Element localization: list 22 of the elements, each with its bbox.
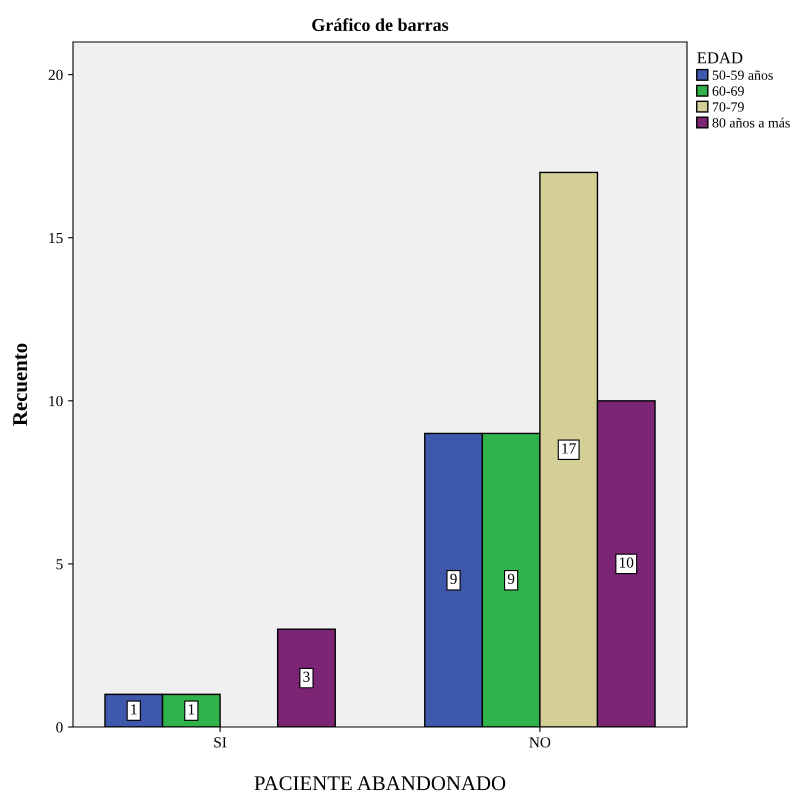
data-label: 17 bbox=[562, 443, 576, 454]
data-label: 9 bbox=[450, 574, 457, 584]
legend-title: EDAD bbox=[697, 52, 742, 64]
y-tick-label: 0 bbox=[56, 722, 63, 732]
x-axis-title: PACIENTE ABANDONADO bbox=[254, 776, 506, 790]
y-tick-label: 15 bbox=[49, 232, 63, 244]
y-axis-title: Recuento bbox=[13, 344, 28, 426]
data-label: 9 bbox=[508, 574, 514, 584]
legend-label: 60-69 bbox=[712, 86, 744, 96]
y-tick-label: 5 bbox=[56, 559, 63, 570]
data-label: 10 bbox=[620, 557, 634, 568]
legend-label: 50-59 años bbox=[712, 70, 773, 80]
x-tick-label: SI bbox=[214, 737, 226, 748]
data-label: 1 bbox=[131, 704, 137, 714]
legend-label: 80 años a más bbox=[712, 118, 790, 128]
data-label: 1 bbox=[188, 704, 194, 714]
x-tick-label: NO bbox=[529, 737, 550, 748]
data-label: 3 bbox=[303, 672, 310, 682]
chart-title: Gráfico de barras bbox=[312, 18, 448, 32]
y-tick-label: 10 bbox=[49, 396, 63, 406]
legend-label: 70-79 bbox=[712, 102, 744, 112]
y-tick-label: 20 bbox=[48, 70, 63, 80]
